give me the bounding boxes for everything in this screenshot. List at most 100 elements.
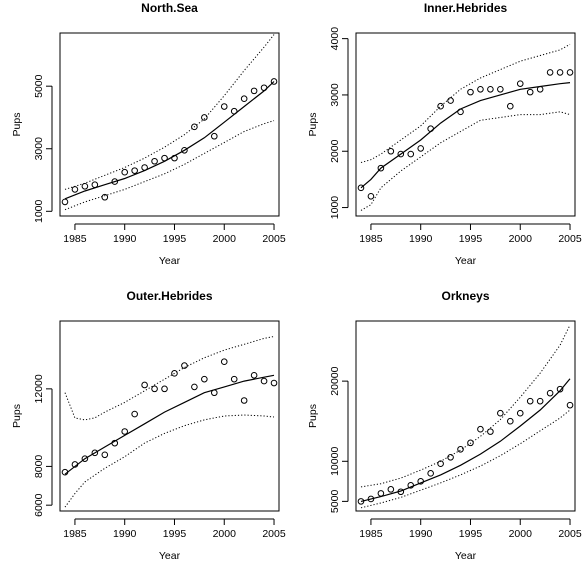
panel-0-x-tick-label: 1990 — [113, 233, 137, 245]
panel-1-data-point — [427, 125, 434, 133]
panel-2-x-tick-label: 1990 — [113, 528, 137, 540]
panel-2-data-point — [260, 377, 268, 385]
panel-0-y-tick-label: 1000 — [33, 199, 45, 223]
panel-0-data-point — [61, 198, 69, 206]
panel-0-data-point — [101, 193, 109, 201]
panel-2-y-axis-label: Pups — [11, 404, 23, 428]
panel-2-title: Outer.Hebrides — [126, 289, 212, 303]
panel-2-data-point — [121, 428, 129, 435]
panel-0-y-tick-label: 3000 — [33, 137, 45, 161]
panel-0-data-point — [131, 167, 138, 174]
panel-0-title: North.Sea — [141, 1, 198, 15]
panel-3-data-point — [447, 453, 454, 461]
panel-3-data-point — [497, 409, 504, 417]
panel-1-data-point — [357, 184, 365, 192]
panel-1-x-tick-label: 1985 — [359, 233, 383, 245]
panel-1-data-point — [497, 86, 504, 93]
panel-0-x-tick-label: 1995 — [163, 233, 187, 245]
panel-2-data-point — [230, 375, 238, 383]
panel-1-y-tick-label: 3000 — [329, 83, 341, 107]
panel-0-data-point — [240, 95, 248, 102]
panel-3-data-point — [357, 498, 365, 505]
panel-0-fit-line — [64, 81, 275, 200]
panel-3-x-tick-label: 1995 — [459, 528, 483, 540]
panel-1: Inner.Hebrides 1985 1990 1995 2000 2005 Year 10… — [307, 1, 582, 267]
panel-1-data-point — [417, 145, 425, 152]
panel-3-fit-line — [360, 378, 571, 502]
panel-0-y-tick-label: 5000 — [33, 74, 45, 98]
panel-3-data-point — [566, 401, 574, 409]
panel-1-x-tick-label: 1995 — [459, 233, 483, 245]
panel-2-x-tick-label: 1985 — [63, 528, 87, 540]
panel-0-data-point — [220, 103, 228, 110]
panel-1-data-point — [526, 88, 534, 96]
panel-1-y-tick-label: 1000 — [329, 196, 341, 220]
panel-3-data-point — [506, 417, 514, 425]
panel-3-x-tick-label: 2000 — [509, 528, 533, 540]
panel-0-x-axis-label: Year — [159, 255, 181, 267]
panel-2-fit-line — [64, 374, 275, 475]
panel-0-data-point — [111, 178, 119, 185]
panel-2-x-tick-label: 2005 — [262, 528, 286, 540]
panel-1-x-tick-label: 1990 — [409, 233, 433, 245]
panel-2-data-point — [151, 385, 158, 393]
panel-0-data-point — [121, 168, 129, 176]
panel-2-data-point — [270, 379, 278, 387]
panel-3-data-point — [427, 470, 434, 477]
panel-0-data-point — [270, 78, 278, 85]
panel-0-lower-band-line — [64, 120, 275, 211]
panel-1-data-point — [447, 97, 454, 104]
panel-3-data-point — [546, 389, 554, 397]
panel-2-x-tick-label: 1995 — [163, 528, 187, 540]
panel-2-data-point — [101, 451, 109, 459]
panel-3-data-point — [487, 428, 494, 435]
panel-3-data-point — [457, 445, 464, 453]
panel-2-y-tick-label: 8000 — [33, 455, 45, 479]
panel-2-data-point — [240, 397, 248, 404]
panel-1-x-axis-label: Year — [455, 255, 477, 267]
panel-3-data-point — [536, 397, 544, 405]
panel-1-data-point — [487, 86, 494, 93]
panel-2-data-point — [201, 375, 208, 383]
panel-1-lower-band-line — [360, 111, 571, 211]
panel-2-upper-band-line — [64, 336, 275, 421]
panel-1-y-tick-label: 2000 — [329, 139, 341, 163]
panel-3-y-tick-label: 5000 — [329, 490, 341, 514]
panel-0-data-point — [201, 114, 208, 121]
panel-1-title: Inner.Hebrides — [424, 1, 508, 15]
panel-3-y-tick-label: 20000 — [329, 366, 341, 395]
panel-3-y-axis-label: Pups — [307, 404, 319, 428]
panel-1-plot-frame — [355, 32, 576, 217]
panel-0-data-point — [210, 132, 218, 140]
panel-2-data-point — [181, 362, 188, 369]
panel-3-upper-band-line — [360, 324, 571, 488]
panel-2-lower-band-line — [64, 414, 275, 508]
panel-3-data-point — [377, 490, 385, 497]
panel-1-y-axis-label: Pups — [307, 113, 319, 137]
panel-3-data-point — [526, 397, 534, 405]
panel-0-y-axis-label: Pups — [11, 113, 23, 137]
panel-0-data-point — [71, 186, 79, 193]
panel-2-y-tick-label: 6000 — [33, 493, 45, 517]
panel-1-data-point — [387, 147, 395, 155]
panel-3-data-point — [516, 409, 524, 417]
panel-1-x-tick-label: 2005 — [558, 233, 582, 245]
panel-1-data-point — [437, 102, 444, 110]
panel-3-y-tick-label: 10000 — [329, 447, 341, 476]
panel-0: North.Sea 1985 1990 1995 2000 2005 Year 1000 300… — [11, 1, 286, 267]
panel-2-data-point — [81, 455, 89, 462]
panel-1-data-point — [467, 88, 474, 96]
panel-2-data-point — [250, 371, 258, 379]
panel-2-data-point — [161, 385, 168, 393]
panel-2-y-tick-label: 12000 — [33, 374, 45, 403]
panel-3-data-point — [477, 425, 484, 433]
panel-1-data-point — [397, 150, 405, 158]
panel-1-data-point — [367, 192, 375, 200]
panel-3-data-point — [467, 439, 474, 447]
panel-3-data-point — [387, 486, 395, 493]
panel-2-data-point — [131, 410, 138, 418]
panel-2-plot-frame — [59, 320, 280, 512]
panel-3-data-point — [367, 495, 375, 503]
panel-2-data-point — [220, 358, 228, 366]
